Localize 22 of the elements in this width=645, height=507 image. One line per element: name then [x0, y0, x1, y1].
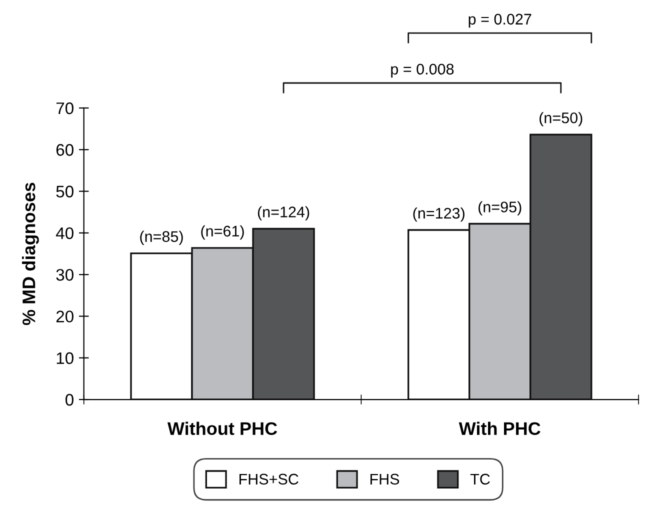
annotation: (n=61) [201, 225, 244, 240]
y-tick-label: 0 [66, 394, 74, 406]
y-axis-title: % MD diagnoses [22, 182, 39, 326]
y-tick-label: 30 [56, 268, 74, 281]
annotation: (n=124) [258, 206, 310, 220]
y-tick-label: 20 [56, 310, 74, 322]
y-tick-label: 70 [56, 102, 74, 114]
annotation: (n=50) [540, 112, 582, 126]
y-tick-label: 50 [56, 186, 74, 198]
y-tick-label: 60 [56, 144, 74, 156]
annotation: (n=85) [140, 230, 183, 245]
x-tick-label: With PHC [458, 422, 540, 435]
y-tick-label: 10 [56, 352, 74, 364]
legend-label: FHS [370, 474, 400, 485]
y-tick-label: 40 [56, 227, 74, 240]
text: p = 0.027 [468, 14, 532, 28]
legend-label: TC [470, 474, 490, 485]
annotation: (n=95) [478, 201, 522, 216]
annotation: (n=123) [413, 207, 464, 222]
x-tick-label: Without PHC [167, 422, 278, 435]
text: p = 0.008 [391, 64, 454, 78]
legend-label: FHS+SC [240, 474, 298, 485]
